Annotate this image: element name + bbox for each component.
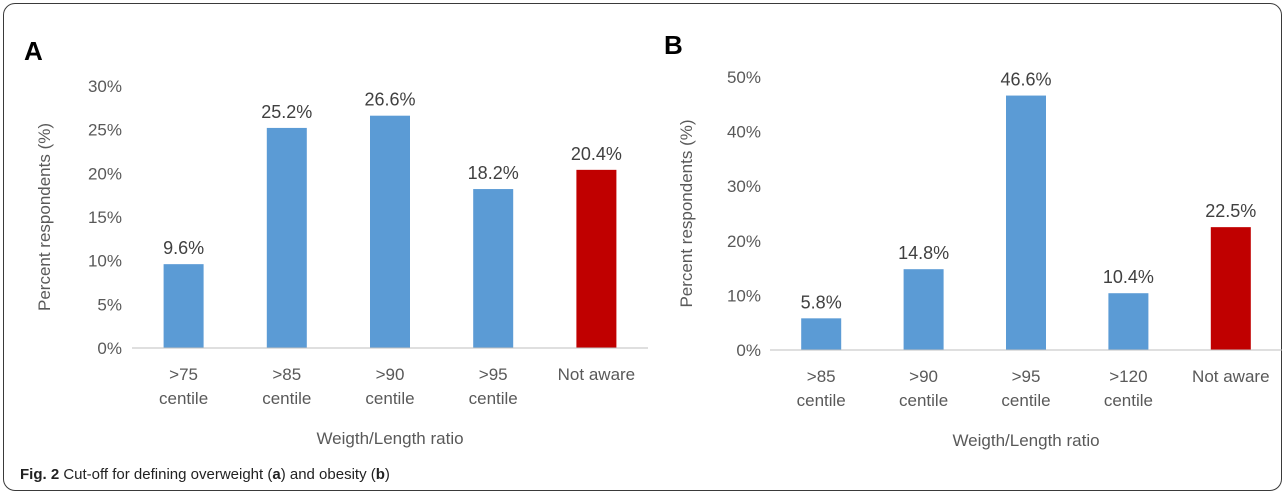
chart-b-data-label: 14.8% — [898, 243, 949, 263]
chart-a-data-label: 26.6% — [364, 90, 415, 110]
chart-b-ytick-label: 50% — [727, 68, 761, 87]
chart-b-category-label: centile — [899, 391, 948, 410]
caption-b: b — [375, 466, 385, 483]
chart-a-data-label: 20.4% — [571, 144, 622, 164]
chart-a-ylabel: Percent respondents (%) — [35, 123, 54, 311]
chart-a-bar — [163, 264, 204, 348]
chart-a-ytick-label: 20% — [88, 164, 122, 183]
chart-b-bar — [801, 318, 842, 350]
chart-a-bar — [473, 189, 514, 348]
chart-b-category-label: >90 — [909, 367, 938, 386]
caption-text-2: ) and obesity ( — [280, 466, 376, 483]
chart-b-category-label: >85 — [807, 367, 836, 386]
caption-label: Fig. 2 — [20, 466, 60, 483]
chart-a-ytick-label: 5% — [97, 295, 122, 314]
chart-b-xlabel: Weigth/Length ratio — [952, 431, 1099, 450]
figure-caption: Fig. 2 Cut-off for defining overweight (… — [20, 466, 390, 483]
chart-b-ytick-label: 40% — [727, 123, 761, 142]
chart-b-category-label: centile — [1104, 391, 1153, 410]
chart-b-bar — [1108, 293, 1149, 350]
chart-b-data-label: 10.4% — [1103, 267, 1154, 287]
chart-b-ylabel: Percent respondents (%) — [677, 119, 696, 307]
chart-a-ytick-label: 0% — [97, 339, 122, 358]
chart-a-data-label: 25.2% — [261, 102, 312, 122]
chart-a-bar — [576, 169, 617, 348]
chart-a-bar — [370, 115, 410, 349]
chart-a-data-label: 9.6% — [163, 238, 204, 258]
chart-b-bar — [1006, 95, 1046, 351]
chart-a-category-label: centile — [365, 389, 414, 408]
chart-b-category-label: centile — [1001, 391, 1050, 410]
chart-b-data-label: 22.5% — [1205, 201, 1256, 221]
caption-a: a — [272, 466, 281, 483]
chart-b-category-label: >120 — [1109, 367, 1147, 386]
chart-b-bar — [903, 269, 944, 350]
chart-a-category-label: centile — [159, 389, 208, 408]
chart-b-ytick-label: 30% — [727, 177, 761, 196]
figure-frame — [3, 3, 1282, 491]
chart-a-ytick-label: 15% — [88, 208, 122, 227]
chart-b-data-label: 46.6% — [1000, 70, 1051, 90]
chart-a-xlabel: Weigth/Length ratio — [316, 429, 463, 448]
chart-a-bar — [266, 127, 307, 348]
chart-a-ytick-label: 30% — [88, 77, 122, 96]
chart-a-category-label: centile — [469, 389, 518, 408]
chart-b-category-label: centile — [797, 391, 846, 410]
chart-a-data-label: 18.2% — [468, 163, 519, 183]
chart-b-panel-label: B — [664, 30, 683, 60]
chart-a-category-label: centile — [262, 389, 311, 408]
chart-b-ytick-label: 20% — [727, 232, 761, 251]
chart-b-ytick-label: 10% — [727, 286, 761, 305]
chart-b-bar — [1210, 227, 1251, 350]
chart-a-category-label: >85 — [272, 365, 301, 384]
chart-b-category-label: >95 — [1012, 367, 1041, 386]
caption-text-1: Cut-off for defining overweight ( — [59, 466, 273, 483]
chart-b-ytick-label: 0% — [736, 341, 761, 360]
chart-a-ytick-label: 25% — [88, 121, 122, 140]
chart-a-category-label: >95 — [479, 365, 508, 384]
chart-b-data-label: 5.8% — [801, 292, 842, 312]
chart-a-category-label: Not aware — [558, 365, 635, 384]
chart-a-ytick-label: 10% — [88, 252, 122, 271]
chart-b-category-label: Not aware — [1192, 367, 1269, 386]
chart-a-panel-label: A — [24, 36, 43, 66]
caption-text-3: ) — [384, 466, 390, 483]
chart-a-category-label: >75 — [169, 365, 198, 384]
chart-a-category-label: >90 — [376, 365, 405, 384]
